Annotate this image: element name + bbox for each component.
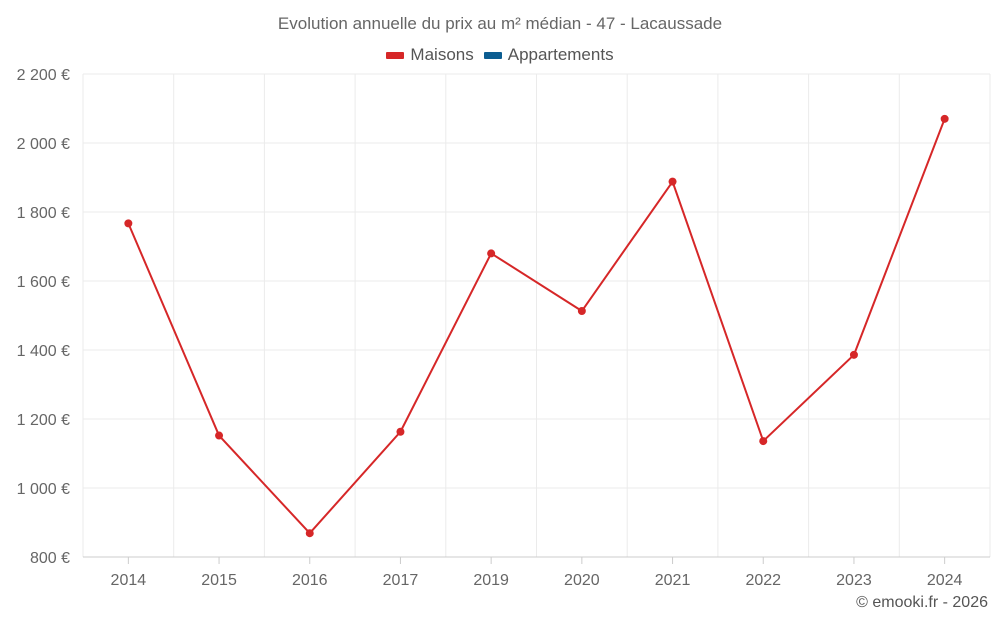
x-tick-label: 2023 [836, 572, 872, 589]
x-tick-label: 2022 [745, 572, 781, 589]
legend-item-maisons[interactable]: Maisons [386, 45, 474, 65]
data-point [940, 114, 949, 123]
y-tick-label: 1 000 € [17, 481, 70, 498]
series-line-maisons [127, 118, 946, 535]
data-point [396, 427, 405, 436]
data-point [759, 437, 768, 446]
x-tick-label: 2024 [927, 572, 963, 589]
chart-title: Evolution annuelle du prix au m² médian … [277, 14, 723, 33]
x-tick-label: 2015 [201, 572, 237, 589]
y-tick-label: 2 200 € [17, 67, 70, 84]
x-tick-label: 2017 [383, 572, 419, 589]
y-tick-label: 1 400 € [17, 343, 70, 360]
legend: Maisons Appartements [0, 45, 1000, 65]
x-tick-label: 2016 [292, 572, 328, 589]
data-point [487, 249, 496, 258]
x-tick-label: 2020 [564, 572, 600, 589]
x-tick-label: 2019 [473, 572, 509, 589]
data-point [215, 431, 224, 440]
x-tick-label: 2021 [655, 572, 691, 589]
x-tick-label: 2014 [111, 572, 147, 589]
y-tick-label: 1 200 € [17, 412, 70, 429]
y-tick-label: 1 600 € [17, 274, 70, 291]
data-point [668, 177, 677, 186]
legend-swatch-appartements [483, 51, 502, 59]
legend-label-appartements: Appartements [507, 45, 614, 64]
data-point [305, 529, 314, 538]
data-point [577, 307, 586, 316]
y-tick-label: 1 800 € [17, 205, 70, 222]
legend-label-maisons: Maisons [410, 45, 474, 64]
legend-item-appartements[interactable]: Appartements [483, 45, 614, 65]
copyright-text: © emooki.fr - 2026 [856, 594, 988, 611]
y-tick-label: 800 € [30, 550, 70, 567]
data-point [124, 219, 133, 228]
data-point [849, 350, 858, 359]
legend-swatch-maisons [386, 51, 405, 59]
y-tick-label: 2 000 € [17, 136, 70, 153]
